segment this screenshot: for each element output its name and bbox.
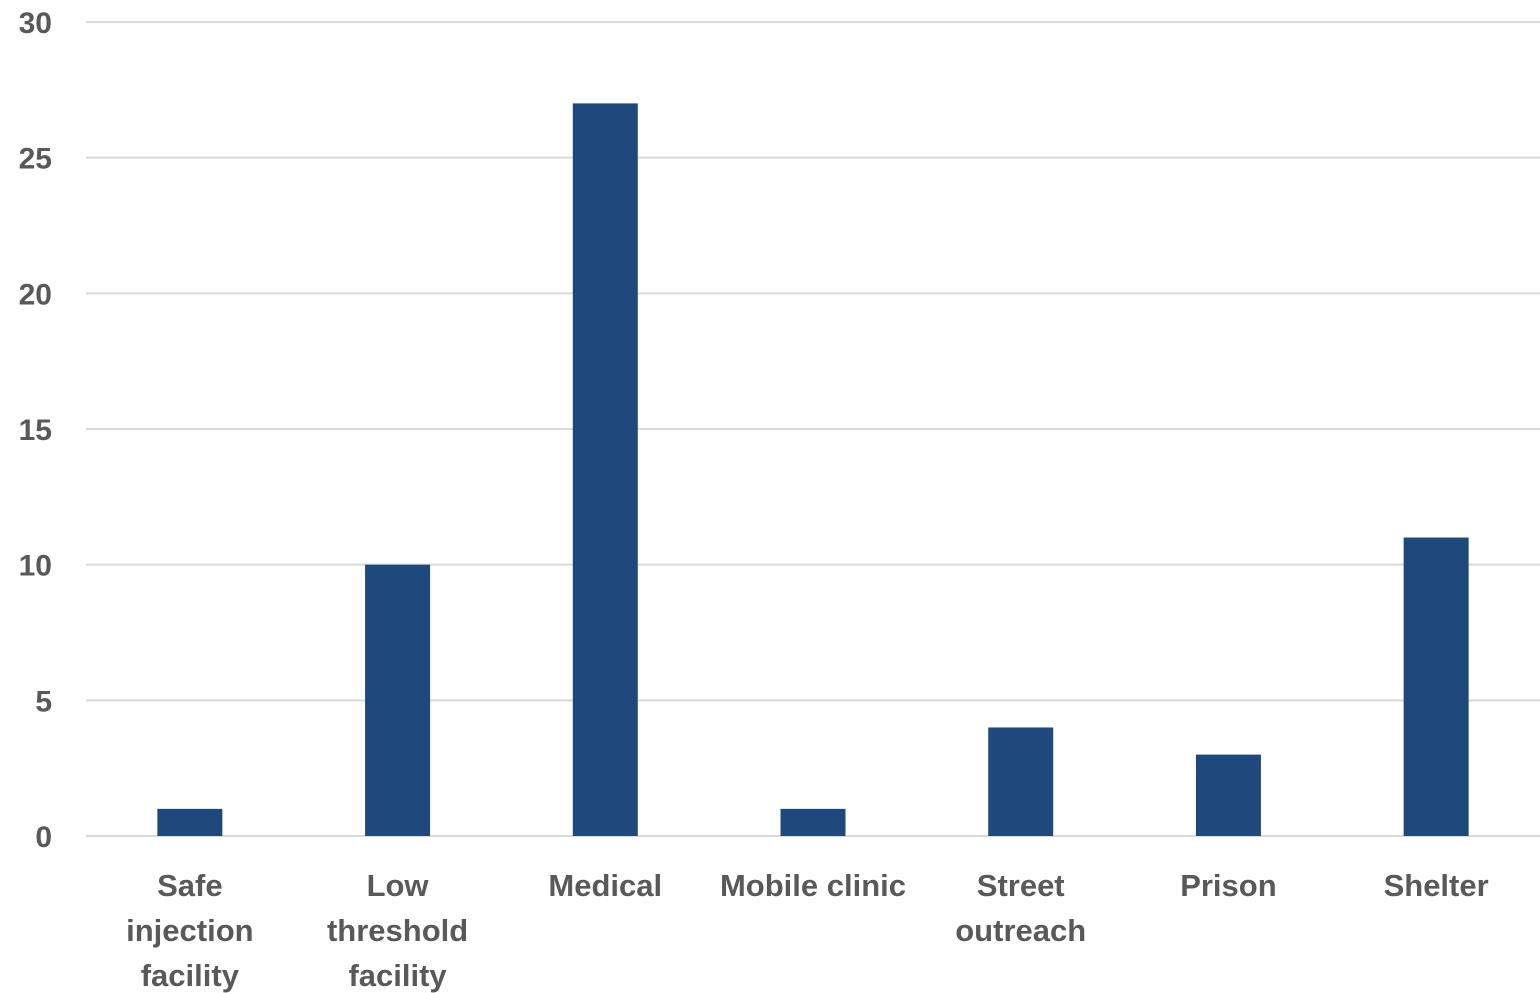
bar	[572, 103, 638, 836]
x-tick-label: Medical	[548, 868, 662, 903]
y-tick-label: 10	[19, 550, 52, 583]
y-tick-label: 30	[19, 7, 52, 40]
x-tick-label: Street outreach	[955, 868, 1086, 948]
bar	[780, 808, 846, 836]
bar	[1195, 754, 1261, 836]
bar	[365, 564, 431, 836]
x-axis-tick-labels: Safe injection facility Low threshold facilit…	[126, 868, 1489, 993]
y-tick-label: 20	[19, 278, 52, 311]
x-tick-label: Shelter	[1384, 868, 1489, 903]
y-tick-label: 5	[35, 685, 52, 718]
bar	[157, 808, 223, 836]
x-tick-label: Mobile clinic	[720, 868, 906, 903]
y-tick-label: 0	[35, 821, 52, 854]
x-tick-label: Low threshold facility	[327, 868, 468, 993]
x-tick-label: Safe injection facility	[126, 868, 253, 993]
y-tick-label: 25	[19, 143, 52, 176]
bar	[988, 727, 1054, 836]
y-axis-tick-labels: 0 5 10 15 20 25 30	[19, 7, 52, 854]
bar	[1403, 537, 1469, 836]
bars	[157, 103, 1469, 836]
gridlines	[86, 21, 1540, 837]
y-tick-label: 15	[19, 414, 52, 447]
x-tick-label: Prison	[1180, 868, 1276, 903]
